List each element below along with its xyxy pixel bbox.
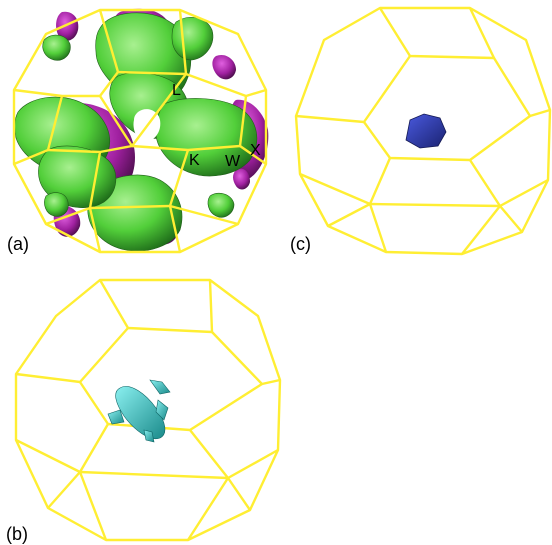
point-label-W: W (225, 153, 241, 170)
point-label-K: K (189, 152, 200, 169)
panel-label-a: (a) (7, 234, 29, 254)
panel-label-b: (b) (6, 524, 28, 544)
pocket-top-b (149, 379, 171, 395)
green-lobe-tl-small (42, 34, 71, 61)
panel-c: (c) (290, 6, 552, 256)
pocket-bottom-b (143, 429, 155, 443)
hole-pocket-c (405, 113, 447, 149)
brillouin-zone-c (294, 6, 552, 256)
green-lobe-bl-small (44, 192, 69, 217)
panel-label-c: (c) (290, 234, 311, 254)
pocket-center-b (115, 386, 166, 440)
brillouin-zone-a (12, 8, 268, 254)
panel-b: (b) (6, 278, 282, 544)
magenta-lobe-tr-corner (212, 54, 236, 80)
green-lobe-lower-left (38, 145, 117, 208)
magenta-lobe-bottom-right (233, 168, 250, 190)
green-lobe-top-right (171, 17, 214, 61)
pocket-right-b (155, 399, 169, 421)
point-label-L: L (172, 82, 181, 99)
magenta-lobe-tl-corner (56, 11, 79, 41)
panel-a: L K W X (a) (7, 8, 269, 254)
point-label-X: X (250, 142, 261, 159)
pocket-left-b (107, 409, 125, 425)
fermi-surface-a (14, 8, 269, 252)
green-lobe-br-small (207, 192, 235, 218)
electron-pockets-b (107, 379, 171, 443)
